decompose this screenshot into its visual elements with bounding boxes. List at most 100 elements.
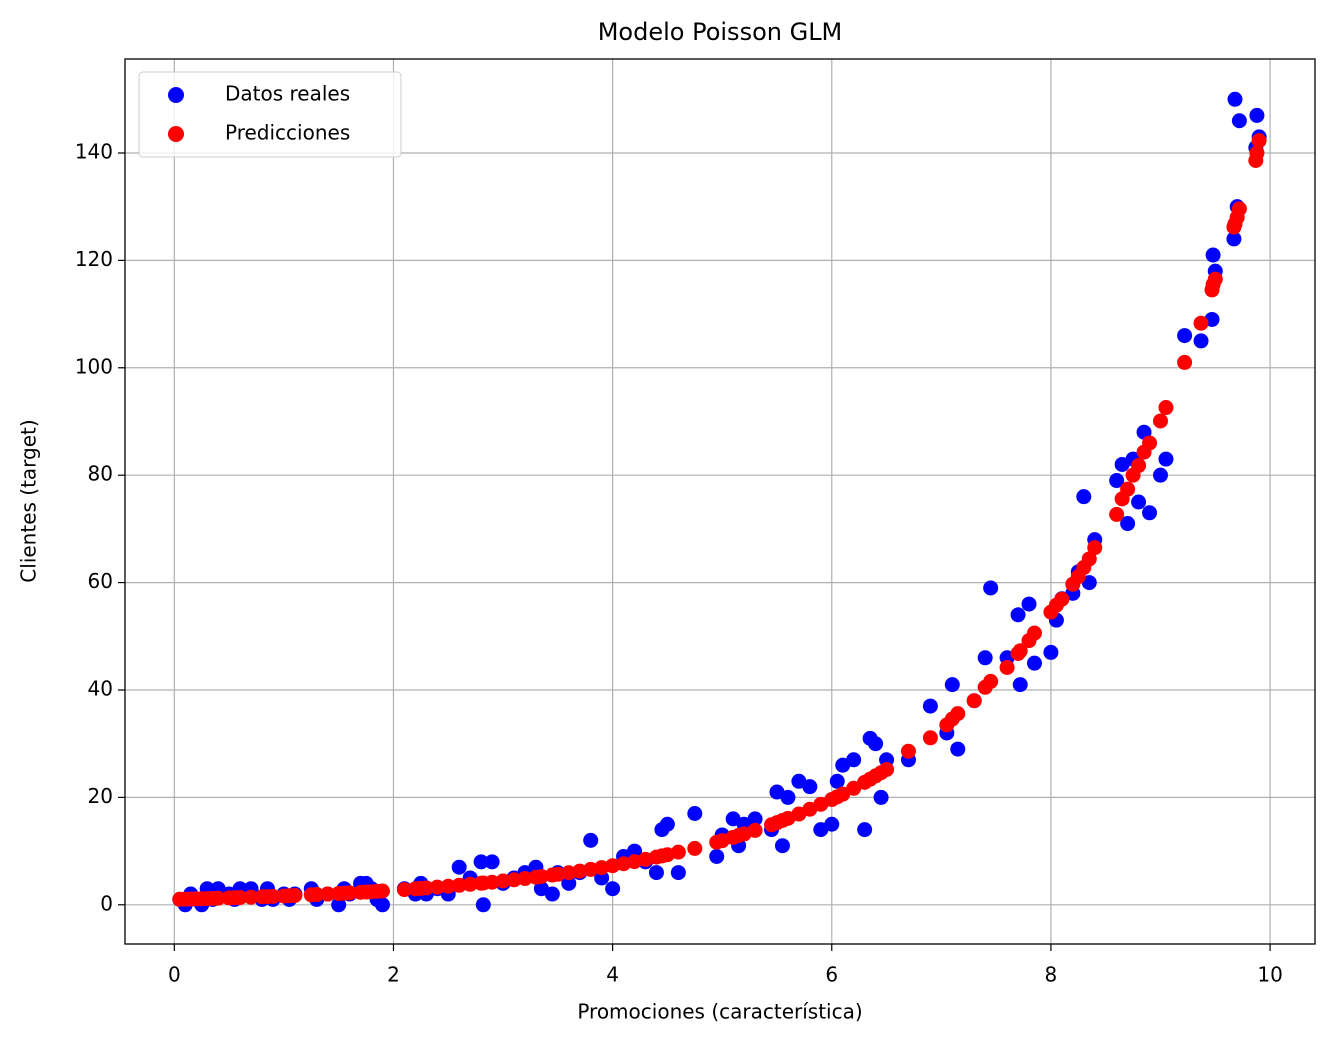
point (1152, 467, 1168, 483)
point (544, 886, 560, 902)
point (1231, 113, 1247, 129)
point (983, 580, 999, 596)
point (900, 743, 916, 759)
point (243, 889, 259, 905)
point (1026, 625, 1042, 641)
point (648, 865, 664, 881)
point (1207, 271, 1223, 287)
x-axis-label: Promociones (característica) (577, 1000, 862, 1024)
point (846, 780, 862, 796)
x-tick-label: 8 (1045, 963, 1058, 987)
point (687, 806, 703, 822)
point (1076, 489, 1092, 505)
legend-marker (168, 87, 184, 103)
point (1142, 505, 1158, 521)
point (1158, 451, 1174, 467)
x-tick-label: 6 (825, 963, 838, 987)
point (1026, 655, 1042, 671)
point (1120, 516, 1136, 532)
point (922, 698, 938, 714)
point (210, 890, 226, 906)
point (802, 779, 818, 795)
y-tick-label: 60 (88, 569, 113, 593)
point (670, 865, 686, 881)
point (747, 822, 763, 838)
point (709, 848, 725, 864)
point (484, 854, 500, 870)
point (594, 870, 610, 886)
point (829, 773, 845, 789)
y-tick-label: 80 (88, 462, 113, 486)
point (687, 840, 703, 856)
point (561, 875, 577, 891)
point (1131, 458, 1147, 474)
point (977, 650, 993, 666)
point (342, 885, 358, 901)
point (1109, 473, 1125, 489)
point (1081, 575, 1097, 591)
point (495, 873, 511, 889)
point (1177, 328, 1193, 344)
y-tick-label: 140 (75, 139, 113, 163)
point (966, 693, 982, 709)
point (774, 838, 790, 854)
point (824, 816, 840, 832)
point (950, 741, 966, 757)
point (517, 871, 533, 887)
point (1158, 400, 1174, 416)
point (506, 872, 522, 888)
point (879, 761, 895, 777)
point (1152, 413, 1168, 429)
point (1109, 506, 1125, 522)
x-tick-label: 10 (1257, 963, 1282, 987)
point (1120, 481, 1136, 497)
point (1054, 591, 1070, 607)
y-tick-label: 0 (100, 891, 113, 915)
point (550, 866, 566, 882)
point (1131, 494, 1147, 510)
point (835, 786, 851, 802)
point (1251, 133, 1267, 149)
point (232, 890, 248, 906)
y-axis-label: Clientes (target) (17, 419, 41, 582)
point (747, 811, 763, 827)
point (473, 854, 489, 870)
plot-frame (124, 58, 1316, 945)
point (475, 897, 491, 913)
point (533, 868, 549, 884)
point (670, 844, 686, 860)
point (396, 882, 412, 898)
point (999, 659, 1015, 675)
point (627, 843, 643, 859)
legend-marker (168, 126, 184, 142)
point (418, 880, 434, 896)
chart-title: Modelo Poisson GLM (598, 18, 843, 46)
point (1193, 315, 1209, 331)
point (1226, 231, 1242, 247)
point (873, 789, 889, 805)
point (1012, 643, 1028, 659)
point (1010, 607, 1026, 623)
point (1249, 107, 1265, 123)
point (451, 859, 467, 875)
point (1012, 677, 1028, 693)
point (1249, 145, 1265, 161)
point (440, 878, 456, 894)
points (172, 91, 1267, 913)
point (1231, 201, 1247, 217)
point (857, 822, 873, 838)
point (375, 897, 391, 913)
point (1177, 354, 1193, 370)
point (265, 888, 281, 904)
point (950, 706, 966, 722)
point (1193, 333, 1209, 349)
legend-box (138, 71, 402, 158)
point (583, 832, 599, 848)
point (922, 730, 938, 746)
point (868, 736, 884, 752)
point (1021, 596, 1037, 612)
point (1227, 91, 1243, 107)
y-tick-label: 120 (75, 247, 113, 271)
